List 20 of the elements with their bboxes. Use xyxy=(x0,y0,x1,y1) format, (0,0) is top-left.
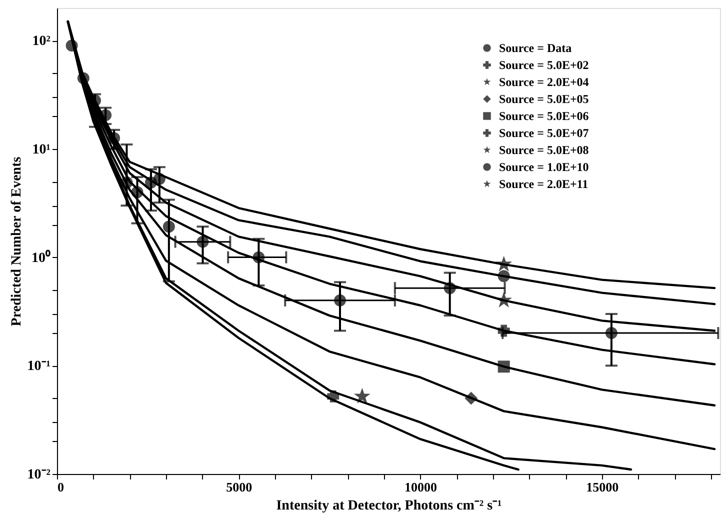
x-tick-label: 0 xyxy=(58,480,64,494)
x-tick-label: 15000 xyxy=(586,480,619,494)
legend-label: Source = 5.0E+02 xyxy=(499,58,589,72)
legend-label: Source = 5.0E+05 xyxy=(499,92,589,106)
y-tick-label: 10¹ xyxy=(32,142,50,158)
x-axis-title: Intensity at Detector, Photons cm⁻² s⁻¹ xyxy=(276,498,502,514)
y-tick-label: 10² xyxy=(32,34,50,50)
y-tick-label: 10⁰ xyxy=(32,248,50,266)
x-tick-label: 5000 xyxy=(226,480,252,494)
legend-label: Source = Data xyxy=(499,41,572,55)
legend-label: Source = 1.0E+10 xyxy=(499,160,589,174)
legend-label: Source = 2.0E+04 xyxy=(499,75,589,89)
y-axis-title: Predicted Number of Events xyxy=(9,156,24,326)
y-tick-label: 10⁻² xyxy=(27,468,50,482)
legend-label: Source = 5.0E+07 xyxy=(499,126,589,140)
legend-label: Source = 5.0E+06 xyxy=(499,109,589,123)
legend-label: Source = 2.0E+11 xyxy=(499,177,588,191)
x-tick-label: 10000 xyxy=(404,480,438,494)
legend-label: Source = 5.0E+08 xyxy=(499,143,589,157)
y-tick-label: 10⁻¹ xyxy=(27,359,50,374)
